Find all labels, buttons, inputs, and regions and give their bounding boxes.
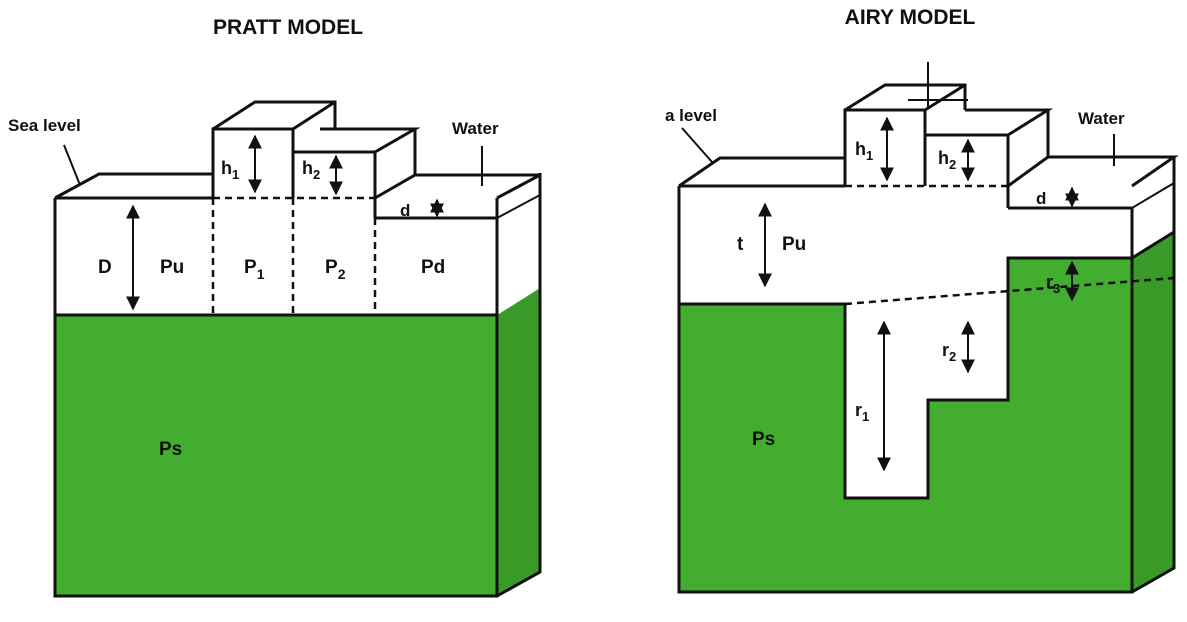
airy-water-side-line [1131,182,1175,209]
airy-t-label: t [737,234,744,255]
pratt-top-left [54,172,213,200]
pratt-ocean-top [374,173,541,200]
pratt-water-side-line [496,194,541,219]
airy-title: AIRY MODEL [845,6,976,29]
pratt-p2-label: P2 [325,257,346,282]
pratt-h2-label: h2 [302,158,320,182]
pratt-D-label: D [98,257,112,278]
pratt-side-outline [496,173,542,598]
airy-block1-top [844,83,967,112]
pratt-pd-label: Pd [421,257,445,278]
pratt-block1-edge [292,100,336,131]
airy-mantle-front [679,258,1132,592]
pratt-d-label: d [400,201,410,220]
airy-ps-label: Ps [752,429,775,450]
pratt-ps-label: Ps [159,439,182,460]
airy-sea-level-label: a level [665,106,717,125]
pratt-water-label: Water [452,119,499,138]
pratt-sea-level-label: Sea level [8,116,81,135]
pratt-diagram: PRATT MODEL [8,16,542,598]
airy-r1-label: r1 [855,400,869,424]
airy-r2-label: r2 [942,340,956,364]
airy-diagram: AIRY MODEL [665,6,1179,594]
pratt-block1-top [212,100,337,131]
pratt-front-outline [53,198,499,598]
airy-block1-front [843,108,927,186]
airy-side-outline [1131,157,1176,594]
airy-mantle-side [1132,232,1174,592]
pratt-p1-label: P1 [244,257,265,282]
pratt-h1-label: h1 [221,158,239,182]
pratt-mantle-side [497,288,540,596]
airy-water-label: Water [1078,109,1125,128]
airy-block2-top [965,108,1054,137]
pratt-block1-front [211,127,295,198]
airy-ocean-top [1007,155,1179,188]
airy-sea-level-leader [681,127,713,163]
airy-d-label: d [1036,189,1046,208]
airy-pu-label: Pu [782,234,806,255]
pratt-mantle-front [55,315,497,596]
airy-top-left [678,156,845,188]
airy-root-boundary [679,230,1175,500]
pratt-sea-level-leader [63,144,81,186]
airy-block1-edge [924,83,966,112]
pratt-block2-top [320,127,421,154]
pratt-pu-label: Pu [160,257,184,278]
airy-h1-label: h1 [855,139,873,163]
airy-h2-label: h2 [938,148,956,172]
airy-r3-label: r3 [1046,272,1060,296]
pratt-crust-side [497,173,540,315]
airy-front-outline [677,186,1134,594]
pratt-title: PRATT MODEL [213,16,363,39]
